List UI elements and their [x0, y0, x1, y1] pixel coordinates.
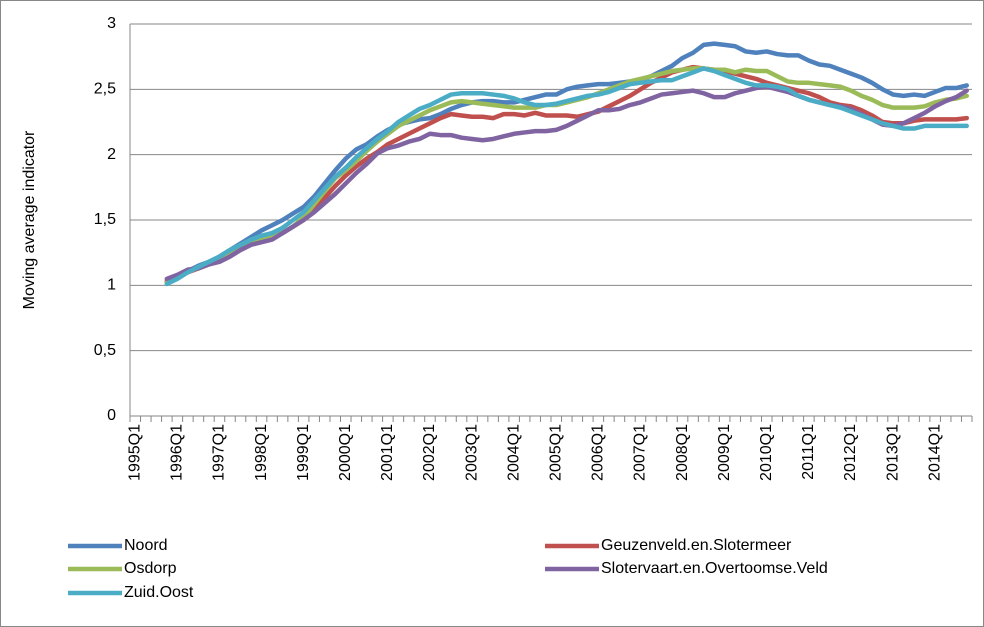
x-tick-label: 2004Q1: [505, 424, 522, 481]
y-tick-label: 1: [107, 277, 116, 294]
x-tick-label: 2006Q1: [590, 424, 607, 481]
x-tick-label: 2012Q1: [842, 424, 859, 481]
x-tick-label: 1999Q1: [295, 424, 312, 481]
x-tick-label: 2001Q1: [379, 424, 396, 481]
x-tick-label: 2011Q1: [800, 424, 817, 480]
y-tick-label: 0: [107, 407, 116, 424]
x-tick-label: 2003Q1: [463, 424, 480, 481]
x-tick-label: 2005Q1: [547, 424, 564, 481]
x-tick-label: 2000Q1: [337, 424, 354, 481]
x-tick-label: 1998Q1: [253, 424, 270, 481]
x-tick-label: 2009Q1: [716, 424, 733, 481]
x-tick-label: 2007Q1: [632, 424, 649, 481]
x-tick-label: 2002Q1: [421, 424, 438, 481]
legend-label: Osdorp: [124, 560, 177, 577]
x-tick-label: 2010Q1: [758, 424, 775, 481]
y-tick-label: 3: [107, 15, 116, 32]
x-tick-label: 2008Q1: [674, 424, 691, 481]
series-line: [164, 41, 969, 284]
x-tick-label: 2014Q1: [926, 424, 943, 481]
y-tick-label: 2,5: [94, 81, 116, 98]
x-tick-label: 2013Q1: [884, 424, 901, 481]
y-tick-label: 2: [107, 146, 116, 163]
legend-label: Zuid.Oost: [124, 584, 194, 601]
legend-label: Noord: [124, 537, 168, 554]
x-tick-label: 1997Q1: [211, 424, 228, 481]
x-tick-label: 1996Q1: [169, 424, 186, 481]
y-tick-label: 0,5: [94, 342, 116, 359]
y-tick-label: 1,5: [94, 211, 116, 228]
x-tick-label: 1995Q1: [126, 424, 143, 481]
series-line: [164, 66, 969, 287]
y-axis-label: Moving average indicator: [21, 130, 38, 309]
legend-label: Slotervaart.en.Overtoomse.Veld: [601, 560, 828, 577]
legend-label: Geuzenveld.en.Slotermeer: [601, 537, 792, 554]
